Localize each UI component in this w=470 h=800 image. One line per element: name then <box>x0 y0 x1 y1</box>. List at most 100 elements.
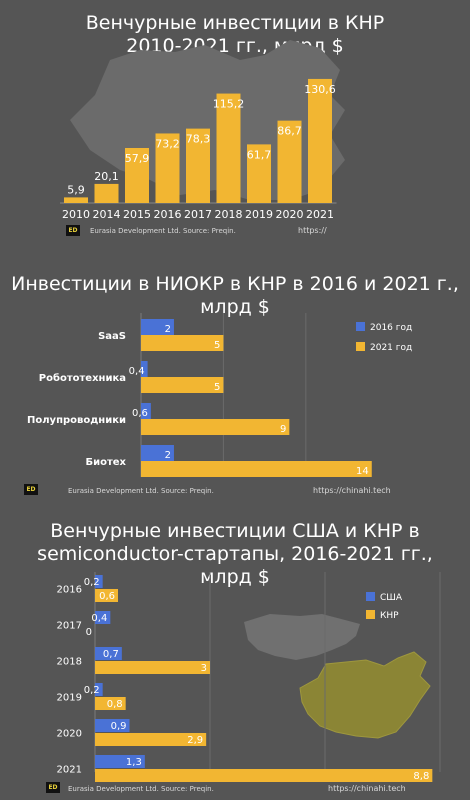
legend-swatch-2 <box>366 610 375 619</box>
bar-2016 год-Полупроводники <box>141 403 151 419</box>
eurasia-logo: ED <box>46 782 60 793</box>
chart-3-url: https://chinahi.tech <box>328 784 406 793</box>
bar-2016 год-Биотех <box>141 445 174 461</box>
x-tick-label-2014: 2014 <box>93 208 121 221</box>
category-label-4: 2019 <box>57 693 82 704</box>
bar-2016 год-Робототехника <box>141 361 148 377</box>
x-tick-label-2010: 2010 <box>62 208 90 221</box>
chart-2-url: https://chinahi.tech <box>313 486 391 495</box>
bar-КНР-2021 <box>95 769 433 782</box>
chart-1-footer: ED Eurasia Development Ltd. Source: Preq… <box>0 224 470 238</box>
data-label-2016 год-SaaS: 2 <box>165 324 171 335</box>
category-label-6: 2021 <box>57 765 82 776</box>
usa-map-background <box>244 614 360 660</box>
bar-КНР-2016 <box>95 589 118 602</box>
bar-2010 <box>64 197 88 203</box>
legend-label-1: США <box>380 593 403 603</box>
data-label-2016 год-Биотех: 2 <box>165 450 171 461</box>
data-label-2017: 78,3 <box>186 133 211 146</box>
data-label-2016 год-Полупроводники: 0,6 <box>132 408 148 419</box>
chart-3-plot: 20160,20,620170,4020180,7320190,20,82020… <box>57 572 441 782</box>
legend-label-2: КНР <box>380 611 399 621</box>
data-label-США-2017: 0,4 <box>91 613 107 624</box>
category-label-4: Биотех <box>85 457 126 468</box>
bar-США-2020 <box>95 719 130 732</box>
bar-КНР-2018 <box>95 661 210 674</box>
data-label-2021: 130,6 <box>304 83 336 96</box>
data-label-2020: 86,7 <box>277 125 302 138</box>
chart-2-credit: Eurasia Development Ltd. Source: Preqin. <box>68 487 214 495</box>
x-tick-label-2017: 2017 <box>184 208 212 221</box>
data-label-КНР-2021: 8,8 <box>413 771 429 782</box>
bar-2019 <box>247 144 271 203</box>
chart-3-title-line-2: semiconductor-стартапы, 2016-2021 гг., <box>37 543 433 565</box>
bar-2021 год-Робототехника <box>141 377 224 393</box>
chart-2-footer: ED Eurasia Development Ltd. Source: Preq… <box>0 484 470 498</box>
eurasia-logo: ED <box>24 484 38 495</box>
data-label-2021 год-Биотех: 14 <box>356 466 369 477</box>
chart-3-footer: ED Eurasia Development Ltd. Source: Preq… <box>0 782 470 796</box>
bar-2014 <box>94 183 119 203</box>
chart-section-1: Венчурные инвестиции в КНР 2010-2021 гг.… <box>0 0 470 245</box>
category-label-1: 2016 <box>57 585 82 596</box>
bar-2021 год-SaaS <box>141 335 224 351</box>
bar-2016 год-SaaS <box>141 319 174 335</box>
bar-США-2019 <box>95 683 103 696</box>
chart-section-2: Инвестиции в НИОКР в КНР в 2016 и 2021 г… <box>0 255 470 500</box>
bar-2021 год-Полупроводники <box>141 419 290 435</box>
bar-2018 <box>216 93 241 203</box>
legend-swatch-1 <box>356 322 365 331</box>
data-label-2021 год-Робототехника: 5 <box>214 382 220 393</box>
data-label-США-2021: 1,3 <box>126 757 142 768</box>
x-tick-label-2015: 2015 <box>123 208 151 221</box>
bar-США-2018 <box>95 647 122 660</box>
bar-КНР-2020 <box>95 733 207 746</box>
legend-swatch-2 <box>356 342 365 351</box>
data-label-КНР-2019: 0,8 <box>107 699 123 710</box>
x-tick-label-2020: 2020 <box>276 208 304 221</box>
bar-2016 <box>155 133 180 203</box>
legend-label-1: 2016 год <box>370 323 412 333</box>
chart-1-title-line-1: Венчурные инвестиции в КНР <box>85 12 385 34</box>
chart-3-title-line-1: Венчурные инвестиции США и КНР в <box>50 520 420 542</box>
bar-КНР-2019 <box>95 697 126 710</box>
legend-swatch-1 <box>366 592 375 601</box>
data-label-США-2018: 0,7 <box>103 649 119 660</box>
bar-2017 <box>186 128 210 203</box>
chart-2-title-line-2: млрд $ <box>200 296 270 318</box>
bar-2015 <box>125 147 149 203</box>
chart-1-credit: Eurasia Development Ltd. Source: Preqin. <box>90 227 236 235</box>
data-label-КНР-2017: 0 <box>86 627 92 638</box>
data-label-КНР-2016: 0,6 <box>99 591 115 602</box>
data-label-2016 год-Робототехника: 0,4 <box>129 366 145 377</box>
bar-2021 <box>308 78 332 203</box>
category-label-3: 2018 <box>57 657 82 668</box>
bar-2020 <box>277 120 302 203</box>
x-tick-label-2016: 2016 <box>154 208 182 221</box>
legend-label-2: 2021 год <box>370 343 412 353</box>
data-label-США-2016: 0,2 <box>84 577 100 588</box>
x-tick-label-2021: 2021 <box>306 208 334 221</box>
data-label-2019: 61,7 <box>247 148 272 161</box>
chart-2-title: Инвестиции в НИОКР в КНР в 2016 и 2021 г… <box>0 273 470 319</box>
chart-3-title: Венчурные инвестиции США и КНР в semicon… <box>0 520 470 589</box>
bar-США-2021 <box>95 755 145 768</box>
category-label-5: 2020 <box>57 729 82 740</box>
data-label-2021 год-Полупроводники: 9 <box>280 424 286 435</box>
data-label-2015: 57,9 <box>125 152 150 165</box>
chart-3-credit: Eurasia Development Ltd. Source: Preqin. <box>68 785 214 793</box>
data-label-США-2019: 0,2 <box>84 685 100 696</box>
data-label-2010: 5,9 <box>67 183 85 196</box>
chart-1-url: https:// <box>298 226 327 235</box>
chart-3-title-line-3: млрд $ <box>200 566 270 588</box>
x-tick-label-2019: 2019 <box>245 208 273 221</box>
data-label-КНР-2018: 3 <box>201 663 207 674</box>
chart-1-plot: 5,9 2010 20,1 2014 57,9 2015 73,2 2016 78,3 2017 1… <box>60 78 337 221</box>
data-label-2016: 73,2 <box>155 137 180 150</box>
bar-США-2016 <box>95 575 103 588</box>
data-label-КНР-2020: 2,9 <box>187 735 203 746</box>
data-label-2021 год-SaaS: 5 <box>214 340 220 351</box>
chart-section-3: Венчурные инвестиции США и КНР в semicon… <box>0 510 470 800</box>
x-tick-label-2018: 2018 <box>215 208 243 221</box>
